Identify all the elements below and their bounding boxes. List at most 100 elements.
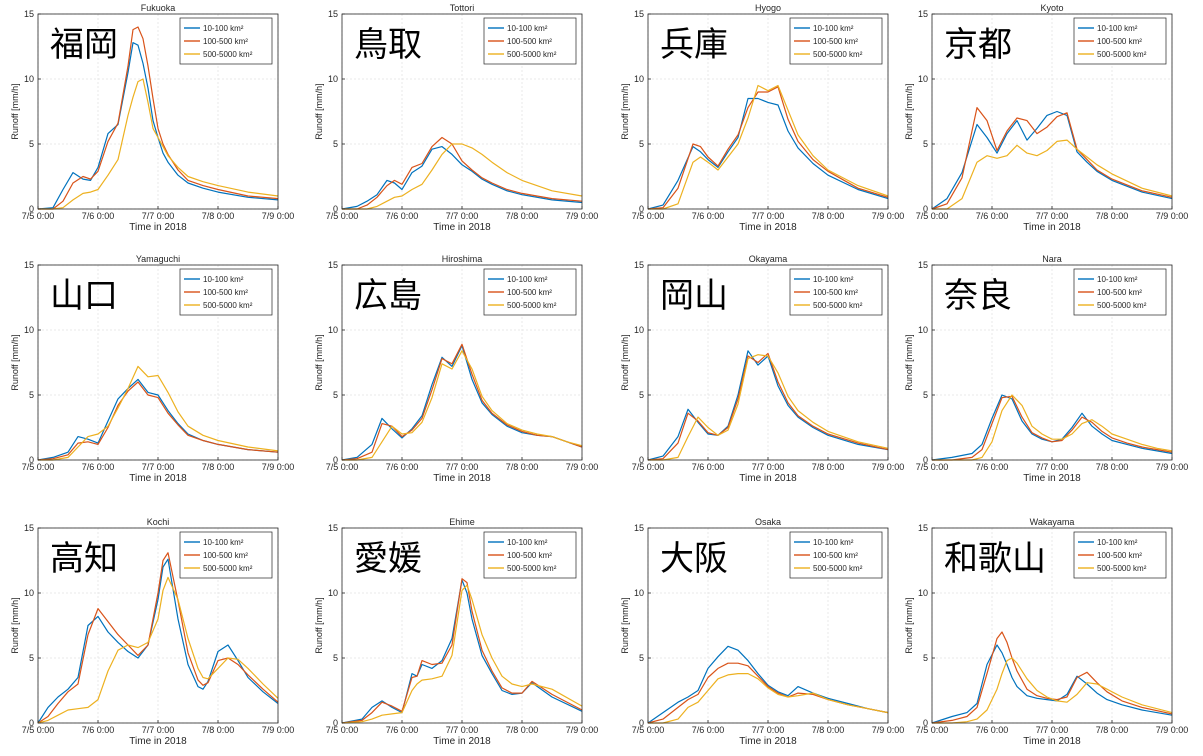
x-tick-label: 7/6 0:00 — [386, 725, 419, 735]
chart-panel-tottori: Tottori 7/5 0:00 7/6 0:00 7/7 0:00 7/8 0:00 7… — [314, 3, 598, 233]
y-tick-label: 5 — [333, 139, 338, 149]
series-line-3 — [38, 365, 279, 461]
x-tick-label: 7/8 0:00 — [506, 462, 539, 472]
legend-label-2: 100-500 km² — [507, 37, 552, 46]
chart-title: Hiroshima — [442, 254, 483, 264]
legend-label-2: 100-500 km² — [203, 37, 248, 46]
series-line-2 — [647, 86, 889, 210]
chart-title: Wakayama — [1030, 517, 1075, 527]
x-axis-label: Time in 2018 — [739, 222, 797, 233]
y-tick-label: 5 — [333, 653, 338, 663]
x-axis-label: Time in 2018 — [129, 222, 187, 233]
x-tick-label: 7/7 0:00 — [142, 211, 175, 221]
series-line-3 — [932, 394, 1173, 461]
chart-panel-wakayama: Wakayama 7/5 0:00 7/6 0:00 7/7 0:00 7/8 0:00… — [904, 517, 1188, 747]
prefecture-label: 和歌山 — [944, 539, 1046, 579]
y-tick-label: 0 — [639, 204, 644, 214]
x-tick-label: 7/7 0:00 — [446, 725, 479, 735]
y-axis-label: Runoff [mm/h] — [314, 597, 324, 653]
y-axis-label: Runoff [mm/h] — [10, 83, 20, 139]
y-tick-label: 0 — [923, 204, 928, 214]
x-axis-label: Time in 2018 — [433, 222, 491, 233]
legend-label-1: 10-100 km² — [813, 275, 854, 284]
series-line-3 — [37, 576, 279, 724]
x-tick-label: 7/5 0:00 — [632, 462, 665, 472]
x-tick-label: 7/5 0:00 — [916, 725, 949, 735]
y-tick-label: 15 — [634, 260, 644, 270]
x-tick-label: 7/5 0:00 — [916, 211, 949, 221]
legend-label-3: 500-5000 km² — [507, 50, 557, 59]
y-tick-label: 15 — [328, 260, 338, 270]
x-tick-label: 7/6 0:00 — [386, 462, 419, 472]
y-tick-label: 0 — [29, 718, 34, 728]
legend-label-1: 10-100 km² — [1097, 538, 1138, 547]
y-tick-label: 15 — [24, 260, 34, 270]
legend-label-3: 500-5000 km² — [813, 50, 863, 59]
legend-label-2: 100-500 km² — [507, 288, 552, 297]
x-axis-label: Time in 2018 — [129, 473, 187, 484]
x-tick-label: 7/6 0:00 — [976, 725, 1009, 735]
legend-label-3: 500-5000 km² — [813, 301, 863, 310]
chart-title: Nara — [1042, 254, 1062, 264]
x-tick-label: 7/8 0:00 — [202, 462, 235, 472]
chart-title: Fukuoka — [141, 3, 176, 13]
x-tick-label: 7/8 0:00 — [812, 462, 845, 472]
x-tick-label: 7/5 0:00 — [22, 462, 55, 472]
series-line-3 — [648, 354, 889, 461]
x-tick-label: 7/6 0:00 — [386, 211, 419, 221]
legend-label-2: 100-500 km² — [1097, 288, 1142, 297]
y-tick-label: 0 — [333, 455, 338, 465]
chart-title: Kyoto — [1040, 3, 1063, 13]
x-tick-label: 7/5 0:00 — [326, 725, 359, 735]
y-axis-label: Runoff [mm/h] — [620, 334, 630, 390]
series-line-1 — [341, 146, 583, 210]
legend-label-2: 100-500 km² — [203, 288, 248, 297]
series-line-1 — [647, 350, 889, 461]
y-tick-label: 0 — [923, 455, 928, 465]
x-axis-label: Time in 2018 — [433, 473, 491, 484]
legend-label-2: 100-500 km² — [1097, 551, 1142, 560]
x-tick-label: 7/9 0:00 — [1156, 211, 1189, 221]
x-tick-label: 7/5 0:00 — [326, 462, 359, 472]
x-tick-label: 7/9 0:00 — [1156, 462, 1189, 472]
x-tick-label: 7/5 0:00 — [632, 211, 665, 221]
y-axis-label: Runoff [mm/h] — [10, 597, 20, 653]
prefecture-label: 山口 — [50, 276, 118, 316]
chart-panel-nara: Nara 7/5 0:00 7/6 0:00 7/7 0:00 7/8 0:00 7/9 … — [904, 254, 1188, 484]
y-tick-label: 15 — [328, 9, 338, 19]
x-axis-label: Time in 2018 — [1023, 473, 1081, 484]
x-tick-label: 7/6 0:00 — [692, 725, 725, 735]
x-tick-label: 7/6 0:00 — [692, 211, 725, 221]
y-tick-label: 0 — [639, 718, 644, 728]
y-axis-label: Runoff [mm/h] — [620, 83, 630, 139]
x-tick-label: 7/9 0:00 — [872, 211, 905, 221]
chart-panel-hiroshima: Hiroshima 7/5 0:00 7/6 0:00 7/7 0:00 7/8 0:0… — [314, 254, 598, 484]
y-tick-label: 15 — [328, 523, 338, 533]
y-tick-label: 0 — [333, 204, 338, 214]
series-line-2 — [647, 352, 889, 461]
legend-label-1: 10-100 km² — [1097, 275, 1138, 284]
y-axis-label: Runoff [mm/h] — [10, 334, 20, 390]
legend-label-2: 100-500 km² — [1097, 37, 1142, 46]
series-line-2 — [931, 106, 1173, 210]
legend-label-1: 10-100 km² — [507, 538, 548, 547]
x-tick-label: 7/7 0:00 — [142, 462, 175, 472]
chart-title: Hyogo — [755, 3, 781, 13]
y-tick-label: 5 — [29, 390, 34, 400]
y-tick-label: 5 — [29, 139, 34, 149]
series-line-1 — [647, 645, 889, 724]
legend-label-3: 500-5000 km² — [507, 564, 557, 573]
x-axis-label: Time in 2018 — [739, 736, 797, 747]
legend-label-2: 100-500 km² — [813, 37, 858, 46]
y-tick-label: 10 — [24, 588, 34, 598]
series-line-3 — [932, 657, 1173, 724]
legend-label-3: 500-5000 km² — [203, 50, 253, 59]
series-line-2 — [37, 381, 279, 461]
x-tick-label: 7/5 0:00 — [22, 211, 55, 221]
y-axis-label: Runoff [mm/h] — [314, 334, 324, 390]
x-tick-label: 7/6 0:00 — [976, 211, 1009, 221]
x-tick-label: 7/7 0:00 — [752, 462, 785, 472]
x-tick-label: 7/5 0:00 — [326, 211, 359, 221]
series-line-2 — [37, 552, 279, 724]
